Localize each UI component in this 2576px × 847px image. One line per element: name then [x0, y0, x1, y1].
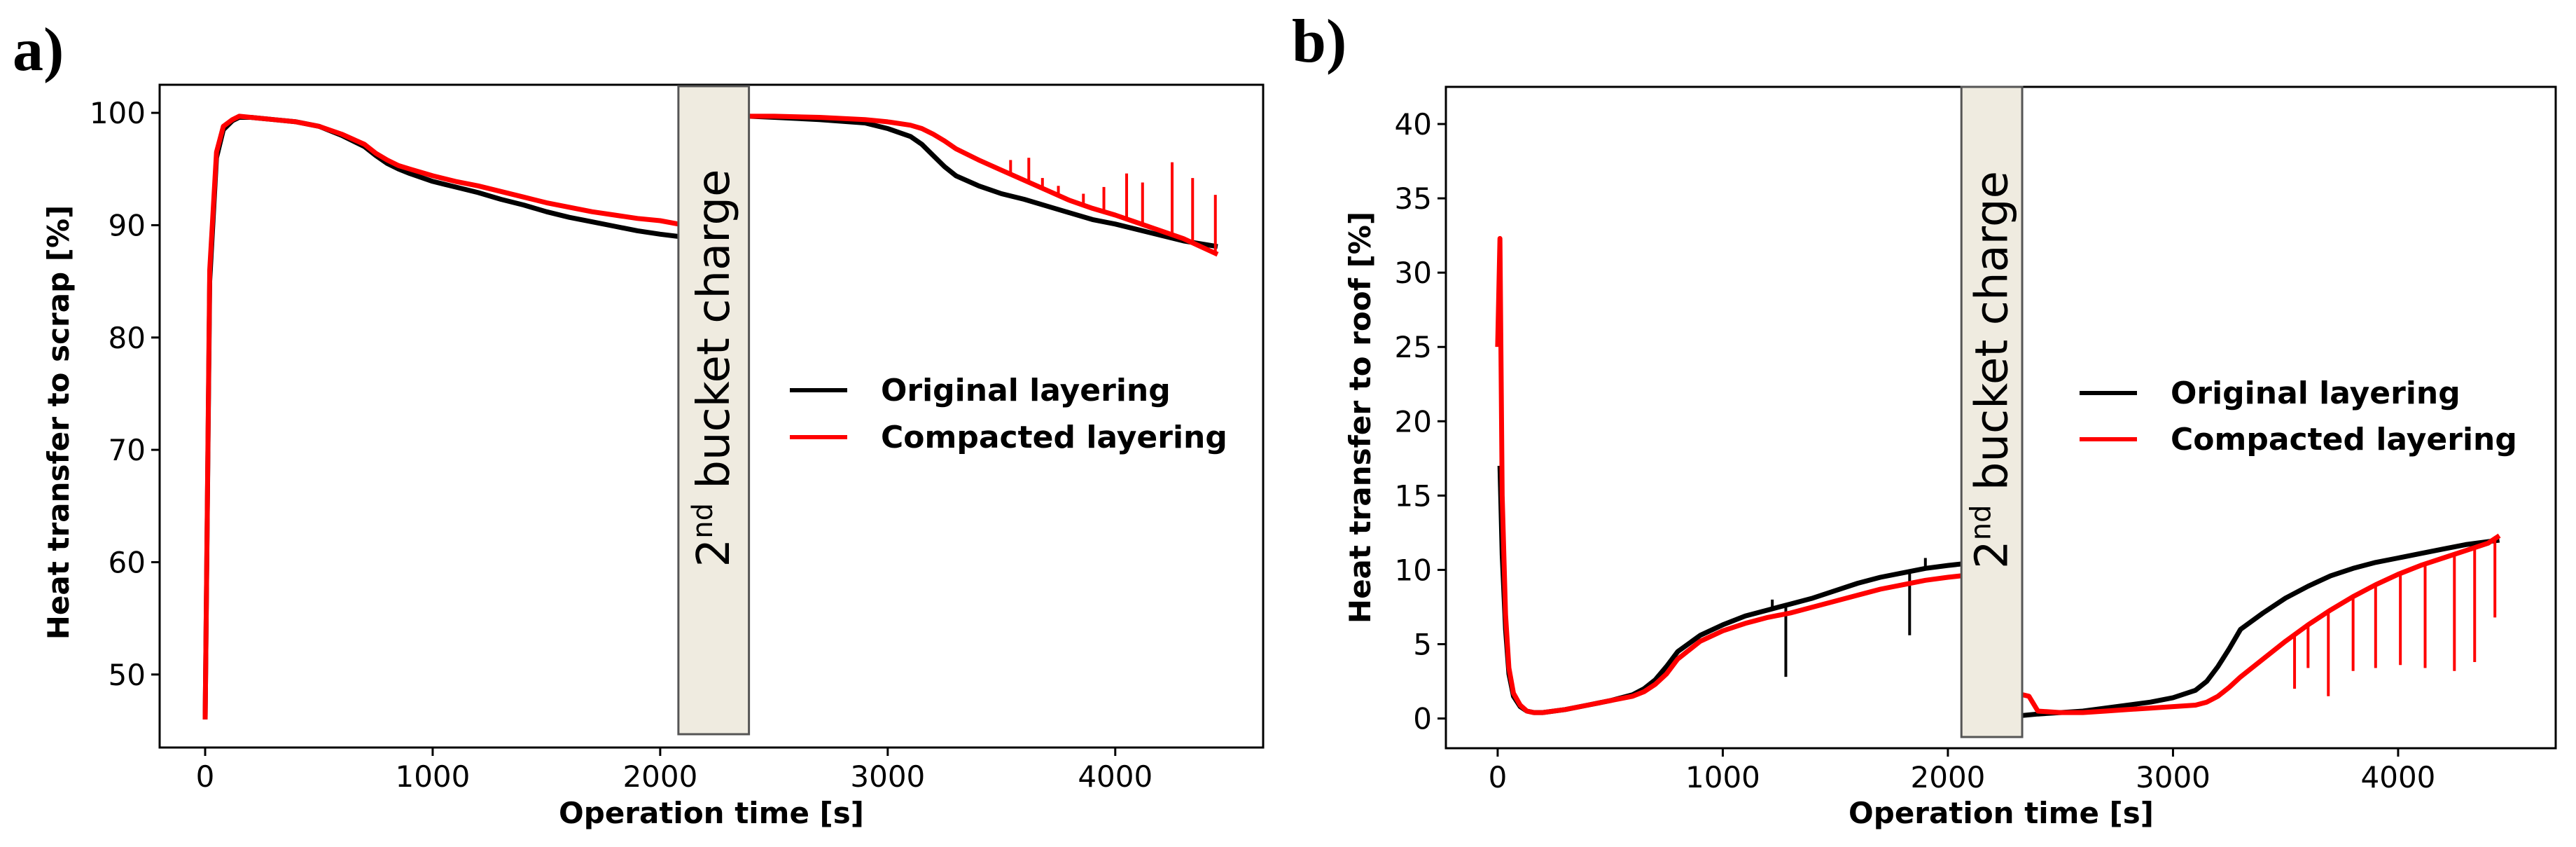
panel-b-y-tick-label: 15 — [1395, 478, 1432, 513]
panel-a-y-ticks: 50 60 70 80 90 100 — [90, 96, 160, 692]
panel-a-x-tick-label: 2000 — [622, 759, 697, 794]
legend-compacted-label: Compacted layering — [881, 420, 1227, 455]
panel-a-y-tick-label: 70 — [109, 433, 146, 467]
panel-b-bucket-charge-box — [1960, 85, 2024, 738]
panel-a-x-tick-label: 1000 — [395, 759, 470, 794]
panel-a-chart: a) 0 1000 2000 3000 4000 — [13, 16, 1265, 830]
panel-b-x-tick-label: 0 — [1489, 760, 1508, 794]
panel-a-y-tick-label: 100 — [90, 96, 146, 130]
panel-a-y-tick-label: 60 — [109, 545, 146, 579]
panel-a-x-tick-label: 4000 — [1078, 759, 1153, 794]
legend-compacted-label: Compacted layering — [2171, 422, 2517, 457]
panel-b-y-tick-label: 40 — [1395, 107, 1432, 142]
panel-b-y-axis-title: Heat transfer to roof [%] — [1343, 212, 1377, 624]
panel-b-legend: Original layering Compacted layering — [2080, 376, 2517, 457]
panel-b-y-tick-label: 20 — [1395, 404, 1432, 439]
panel-a-y-tick-label: 80 — [109, 321, 146, 355]
panel-b-x-tick-label: 3000 — [2136, 760, 2211, 794]
panel-b-x-axis-title: Operation time [s] — [1849, 796, 2154, 830]
series-compacted-line — [2021, 533, 2501, 715]
panel-b-y-tick-label: 35 — [1395, 181, 1432, 216]
panel-b-y-tick-label: 0 — [1413, 702, 1432, 736]
panel-b-y-ticks: 0 5 10 15 20 25 — [1395, 107, 1446, 736]
panel-b-label: b) — [1292, 8, 1346, 76]
panel-a-x-axis-title: Operation time [s] — [559, 796, 864, 830]
panel-b-x-tick-label: 1000 — [1685, 760, 1760, 794]
panel-a-legend: Original layering Compacted layering — [790, 373, 1227, 455]
panel-b-y-tick-label: 10 — [1395, 553, 1432, 587]
panel-b-chart: b) 0 1000 2000 3000 4000 — [1292, 8, 2557, 830]
panel-b-x-ticks: 0 1000 2000 3000 4000 — [1489, 748, 2436, 794]
panel-b-x-tick-label: 4000 — [2361, 760, 2436, 794]
legend-original-label: Original layering — [2171, 376, 2460, 411]
panel-b-bucket-charge-label: 2nd bucket charge — [1965, 171, 2019, 569]
series-original-line — [2021, 537, 2500, 718]
series-original-line — [749, 113, 1218, 249]
series-compacted-line — [749, 113, 1219, 257]
panel-a-x-tick-label: 3000 — [850, 759, 925, 794]
panel-a-y-tick-label: 90 — [109, 208, 146, 242]
panel-a-y-axis-title: Heat transfer to scrap [%] — [41, 205, 76, 640]
panel-a-x-tick-label: 0 — [196, 759, 215, 794]
panel-a-bucket-charge-box — [677, 85, 751, 736]
panel-b-x-tick-label: 2000 — [1911, 760, 1986, 794]
panel-a-bucket-charge-label: 2nd bucket charge — [687, 170, 740, 567]
series-compacted-line — [1495, 235, 1962, 715]
panel-a-x-ticks: 0 1000 2000 3000 4000 — [196, 748, 1153, 794]
panel-b-y-tick-label: 25 — [1395, 330, 1432, 364]
panel-b-y-tick-label: 5 — [1413, 628, 1432, 662]
series-compacted-line — [202, 113, 679, 719]
panel-a-y-tick-label: 50 — [109, 658, 146, 692]
legend-original-label: Original layering — [881, 373, 1171, 408]
panel-b-y-tick-label: 30 — [1395, 256, 1432, 290]
panel-a-series — [202, 113, 1219, 719]
panel-b-series — [1495, 235, 2501, 718]
panel-a-label: a) — [13, 16, 64, 84]
